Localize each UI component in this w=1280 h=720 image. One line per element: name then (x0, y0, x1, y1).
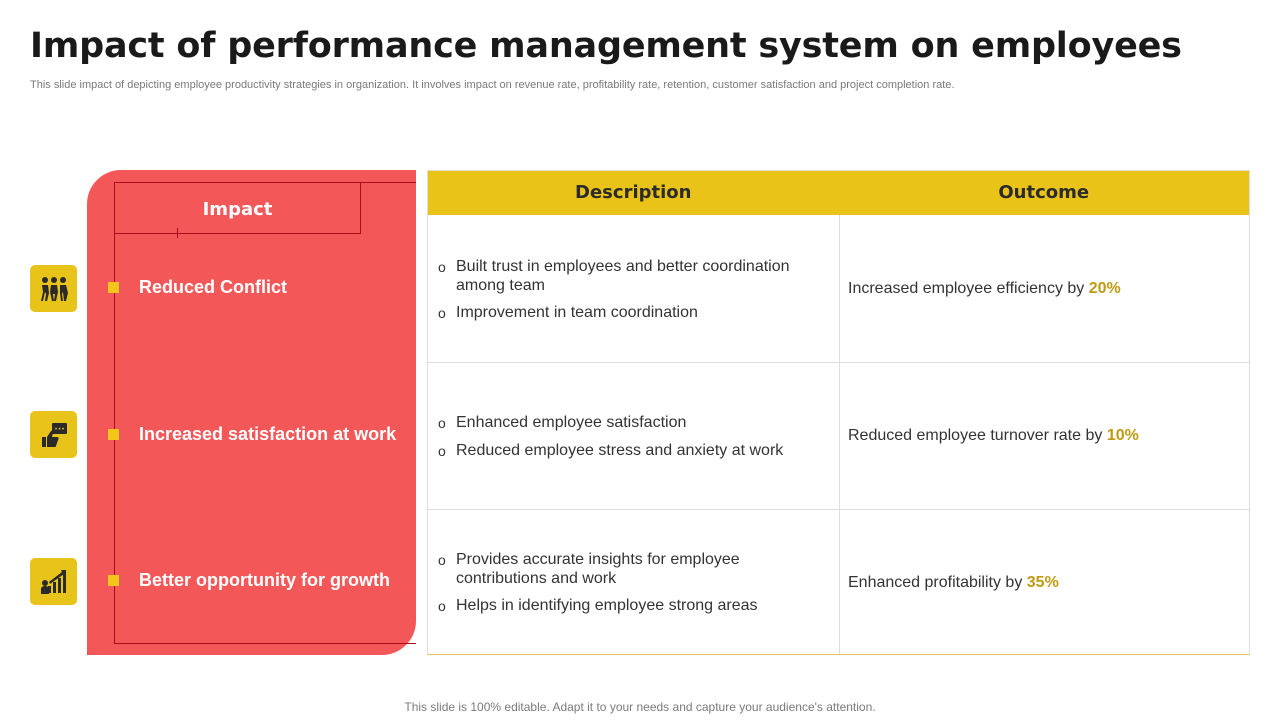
bullet-square (108, 575, 119, 586)
outcome-percent: 35% (1026, 574, 1059, 591)
svg-text:•••: ••• (54, 426, 65, 433)
table-row-1-outcome: Increased employee efficiency by 20% (848, 280, 1121, 297)
impact-item-label: Increased satisfaction at work (139, 424, 397, 444)
row-divider (428, 362, 1249, 363)
impact-item-increased-satisfaction: Increased satisfaction at work (108, 424, 396, 445)
impact-item-reduced-conflict: Reduced Conflict (108, 277, 287, 298)
table-header: Description Outcome (428, 171, 1249, 215)
list-item: o Helps in identifying employee strong ar… (438, 597, 758, 614)
thumbs-up-chat-icon: ••• (30, 411, 77, 458)
bullet-square (108, 282, 119, 293)
header-outcome: Outcome (998, 182, 1090, 203)
impact-heading-box (114, 182, 361, 234)
impact-item-label: Better opportunity for growth (139, 570, 390, 590)
outcome-percent: 10% (1106, 427, 1139, 444)
table-row-2-description: o Enhanced employee satisfaction o Reduced… (438, 413, 823, 469)
list-item: o Improvement in team coordination (438, 304, 698, 321)
table-row-3-description: o Provides accurate insights for employee… (438, 550, 823, 624)
table-row-1-description: o Built trust in employees and better coo… (438, 257, 823, 331)
impact-item-label: Reduced Conflict (139, 277, 288, 297)
team-conflict-icon (30, 265, 77, 312)
impact-heading-tick (177, 228, 178, 238)
table-row-3-outcome: Enhanced profitability by 35% (848, 574, 1059, 591)
slide-title: Impact of performance management system … (30, 26, 1182, 66)
outcome-percent: 20% (1088, 280, 1121, 297)
list-item: o Built trust in employees and better coo… (438, 258, 790, 294)
bullet-square (108, 429, 119, 440)
list-item: o Provides accurate insights for employee… (438, 551, 740, 587)
row-divider (428, 509, 1249, 510)
impact-heading: Impact (202, 199, 273, 220)
list-item: o Reduced employee stress and anxiety at … (438, 442, 784, 459)
slide-subtitle: This slide impact of depicting employee … (30, 79, 955, 91)
growth-chart-icon (30, 558, 77, 605)
header-description: Description (575, 182, 692, 203)
table-row-2-outcome: Reduced employee turnover rate by 10% (848, 427, 1139, 444)
impact-panel (87, 170, 416, 655)
slide-footer: This slide is 100% editable. Adapt it to… (404, 700, 876, 714)
list-item: o Enhanced employee satisfaction (438, 414, 687, 431)
column-divider (839, 215, 840, 654)
impact-item-better-opportunity: Better opportunity for growth (108, 570, 390, 591)
impact-table: Description Outcome o Built trust in empl… (427, 170, 1250, 655)
